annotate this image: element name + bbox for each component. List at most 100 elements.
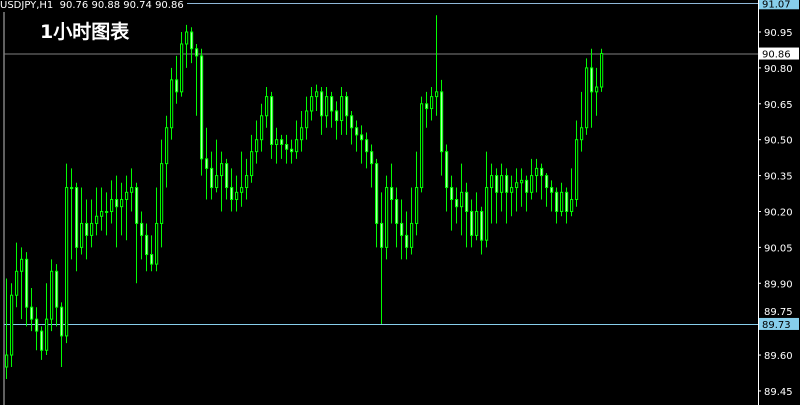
candle-body bbox=[55, 270, 59, 308]
candle-body bbox=[155, 222, 159, 265]
candle bbox=[215, 139, 219, 193]
candle-body bbox=[485, 187, 489, 241]
chart-title: 1小时图表 bbox=[40, 21, 130, 43]
candle bbox=[120, 182, 124, 236]
candle-body bbox=[515, 182, 519, 189]
candle bbox=[265, 87, 269, 128]
candle-body bbox=[535, 167, 539, 177]
candle bbox=[220, 151, 224, 212]
candle bbox=[85, 199, 89, 260]
candle bbox=[550, 180, 554, 212]
candle bbox=[325, 87, 329, 128]
candle-body bbox=[65, 187, 69, 337]
candle bbox=[400, 199, 404, 260]
candle-body bbox=[145, 234, 149, 256]
y-tick-label: 89.45 bbox=[764, 387, 793, 398]
candle-body bbox=[555, 191, 559, 212]
candle bbox=[290, 139, 294, 164]
candle-body bbox=[190, 31, 194, 50]
candle bbox=[75, 182, 79, 272]
candle-body bbox=[320, 91, 324, 117]
candle-body bbox=[450, 187, 454, 201]
candle bbox=[345, 91, 349, 135]
candle bbox=[375, 158, 379, 248]
candle bbox=[395, 187, 399, 248]
candle bbox=[280, 134, 284, 159]
candle bbox=[155, 187, 159, 272]
price-marker-box bbox=[759, 47, 799, 60]
candle-body bbox=[525, 179, 529, 193]
candle bbox=[540, 163, 544, 200]
candle-body bbox=[200, 55, 204, 160]
candle-body bbox=[90, 222, 94, 236]
candle-body bbox=[240, 187, 244, 193]
candle-body bbox=[225, 163, 229, 189]
candle bbox=[430, 87, 434, 121]
candle-body bbox=[195, 48, 199, 57]
candle-body bbox=[520, 179, 524, 184]
candle-body bbox=[125, 191, 129, 201]
candle bbox=[305, 96, 309, 140]
candle bbox=[40, 326, 44, 360]
y-tick-label: 90.05 bbox=[764, 243, 793, 254]
symbol-ohlc-header: USDJPY,H1 90.76 90.88 90.74 90.86 bbox=[0, 0, 187, 12]
candle-body bbox=[370, 151, 374, 165]
candle-body bbox=[10, 294, 14, 356]
y-tick-label: 90.20 bbox=[764, 207, 793, 218]
candle bbox=[445, 144, 449, 212]
candle-body bbox=[445, 151, 449, 189]
candle-body bbox=[575, 139, 579, 201]
candle-body bbox=[40, 330, 44, 351]
candle bbox=[365, 132, 369, 169]
candle bbox=[315, 84, 319, 111]
candle-body bbox=[480, 210, 484, 241]
y-tick-label: 89.60 bbox=[764, 351, 793, 362]
candle-body bbox=[210, 167, 214, 189]
candle bbox=[515, 168, 519, 212]
candle bbox=[165, 115, 169, 188]
candle bbox=[335, 101, 339, 140]
candle bbox=[140, 211, 144, 260]
candle-body bbox=[585, 67, 589, 129]
candle bbox=[275, 127, 279, 164]
candle bbox=[180, 32, 184, 97]
candle-body bbox=[280, 139, 284, 145]
y-tick-label: 89.90 bbox=[764, 279, 793, 290]
candle bbox=[15, 242, 19, 308]
candle-body bbox=[500, 175, 504, 193]
candle bbox=[225, 158, 229, 200]
candle bbox=[50, 259, 54, 332]
candle-body bbox=[345, 96, 349, 117]
candle bbox=[235, 175, 239, 212]
candle-body bbox=[545, 175, 549, 189]
candle bbox=[135, 182, 139, 284]
candle-body bbox=[420, 103, 424, 189]
candle-body bbox=[260, 115, 264, 141]
candle-body bbox=[405, 234, 409, 248]
candle-body bbox=[50, 270, 54, 320]
candle-body bbox=[350, 115, 354, 129]
candle-body bbox=[110, 199, 114, 212]
candle-body bbox=[390, 187, 394, 201]
candle-body bbox=[490, 175, 494, 189]
candle-body bbox=[290, 148, 294, 153]
candle bbox=[185, 24, 189, 68]
candle-body bbox=[310, 96, 314, 112]
candle-body bbox=[565, 191, 569, 212]
y-tick-label: 90.35 bbox=[764, 172, 793, 183]
candle-body bbox=[455, 199, 459, 208]
candle bbox=[505, 168, 509, 224]
candle-body bbox=[60, 306, 64, 337]
candle bbox=[440, 79, 444, 176]
candle-body bbox=[255, 139, 259, 153]
candle bbox=[475, 192, 479, 241]
candle-body bbox=[175, 79, 179, 93]
candle-body bbox=[45, 318, 49, 351]
candle-body bbox=[410, 222, 414, 248]
candle bbox=[270, 91, 274, 159]
candle bbox=[385, 175, 389, 260]
candle bbox=[160, 139, 164, 248]
candle bbox=[560, 182, 564, 217]
